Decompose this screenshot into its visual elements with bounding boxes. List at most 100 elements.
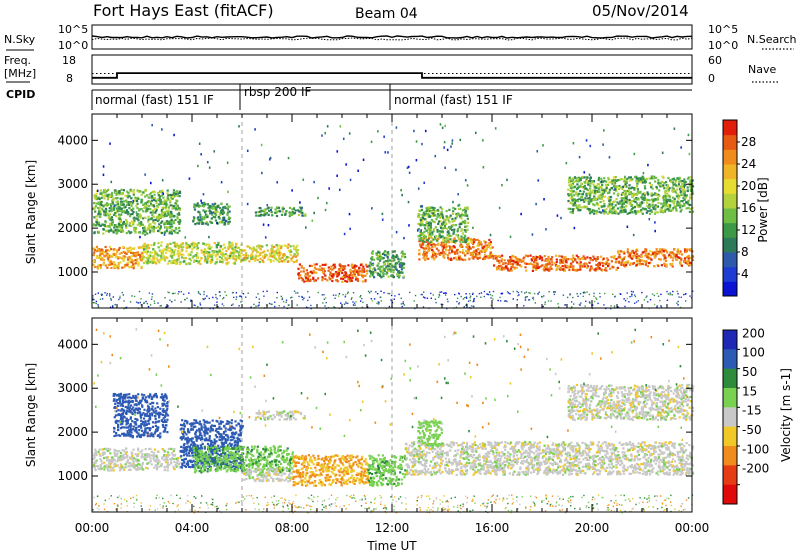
echo-cell: [228, 243, 230, 245]
scatter-cell: [482, 139, 484, 141]
echo-cell: [636, 181, 638, 183]
scatter-cell: [161, 209, 163, 211]
noise-speckle: [323, 294, 324, 295]
echo-cell: [620, 186, 622, 188]
scatter-cell: [340, 125, 342, 127]
noise-speckle: [347, 303, 348, 304]
echo-cell: [642, 176, 644, 178]
echo-cell: [281, 257, 283, 259]
noise-speckle: [479, 293, 480, 294]
noise-speckle: [595, 297, 596, 298]
power-colorbar-swatch: [723, 149, 737, 164]
echo-cell: [470, 241, 472, 243]
echo-cell: [482, 258, 484, 260]
echo-cell: [468, 258, 470, 260]
noise-speckle: [174, 300, 175, 301]
echo-cell: [641, 255, 643, 257]
echo-cell: [494, 255, 496, 257]
echo-cell: [141, 194, 143, 196]
echo-cell: [255, 211, 257, 213]
echo-cell: [103, 255, 105, 257]
echo-cell: [205, 223, 207, 225]
noise-speckle: [309, 297, 310, 298]
noise-speckle: [681, 297, 682, 298]
echo-cell: [336, 275, 338, 277]
echo-cell: [170, 222, 172, 224]
echo-cell: [135, 262, 137, 264]
echo-cell: [119, 207, 121, 209]
scatter-cell: [637, 188, 639, 190]
echo-cell: [427, 245, 429, 247]
noise-speckle: [114, 304, 115, 305]
noise-speckle: [459, 302, 460, 303]
noise-speckle: [342, 294, 343, 295]
echo-cell: [96, 246, 98, 248]
scatter-cell: [662, 152, 664, 154]
echo-cell: [167, 190, 169, 192]
echo-cell: [621, 262, 623, 264]
echo-cell: [472, 252, 474, 254]
echo-cell: [136, 200, 138, 202]
echo-cell: [613, 192, 615, 194]
echo-cell: [567, 200, 569, 202]
noise-speckle: [209, 298, 210, 299]
echo-cell: [684, 257, 686, 259]
noise-speckle: [351, 297, 352, 298]
echo-cell: [130, 247, 132, 249]
echo-cell: [351, 265, 353, 267]
echo-cell: [393, 269, 395, 271]
echo-cell: [650, 254, 652, 256]
echo-cell: [514, 261, 516, 263]
echo-cell: [97, 198, 99, 200]
echo-cell: [157, 242, 159, 244]
echo-cell: [96, 215, 98, 217]
echo-cell: [669, 196, 671, 198]
echo-cell: [659, 248, 661, 250]
echo-cell: [341, 272, 343, 274]
echo-cell: [498, 255, 500, 257]
noise-speckle: [109, 293, 110, 294]
echo-cell: [127, 257, 129, 259]
scatter-cell: [199, 143, 201, 145]
noise-speckle: [439, 295, 440, 296]
echo-cell: [151, 252, 153, 254]
echo-cell: [562, 260, 564, 262]
scatter-cell: [213, 150, 215, 152]
noise-speckle: [147, 303, 148, 304]
echo-cell: [633, 256, 635, 258]
echo-cell: [127, 262, 129, 264]
echo-cell: [586, 267, 588, 269]
echo-cell: [689, 250, 691, 252]
echo-cell: [530, 255, 532, 257]
echo-cell: [644, 208, 646, 210]
echo-cell: [159, 259, 161, 261]
echo-cell: [322, 264, 324, 266]
echo-cell: [455, 224, 457, 226]
echo-cell: [636, 183, 638, 185]
echo-cell: [499, 268, 501, 270]
echo-cell: [105, 246, 107, 248]
echo-cell: [556, 265, 558, 267]
echo-cell: [579, 190, 581, 192]
scatter-cell: [97, 190, 99, 192]
scatter-cell: [633, 234, 635, 236]
echo-cell: [274, 257, 276, 259]
echo-cell: [502, 262, 504, 264]
noise-speckle: [281, 296, 282, 297]
echo-cell: [568, 184, 570, 186]
echo-cell: [194, 206, 196, 208]
echo-cell: [219, 256, 221, 258]
echo-cell: [588, 208, 590, 210]
echo-cell: [592, 199, 594, 201]
echo-cell: [181, 243, 183, 245]
echo-cell: [585, 199, 587, 201]
echo-cell: [102, 205, 104, 207]
echo-cell: [619, 211, 621, 213]
echo-cell: [246, 245, 248, 247]
noise-speckle: [438, 297, 439, 298]
echo-cell: [650, 192, 652, 194]
echo-cell: [570, 258, 572, 260]
noise-speckle: [545, 302, 546, 303]
echo-cell: [130, 203, 132, 205]
noise-speckle: [113, 296, 114, 297]
